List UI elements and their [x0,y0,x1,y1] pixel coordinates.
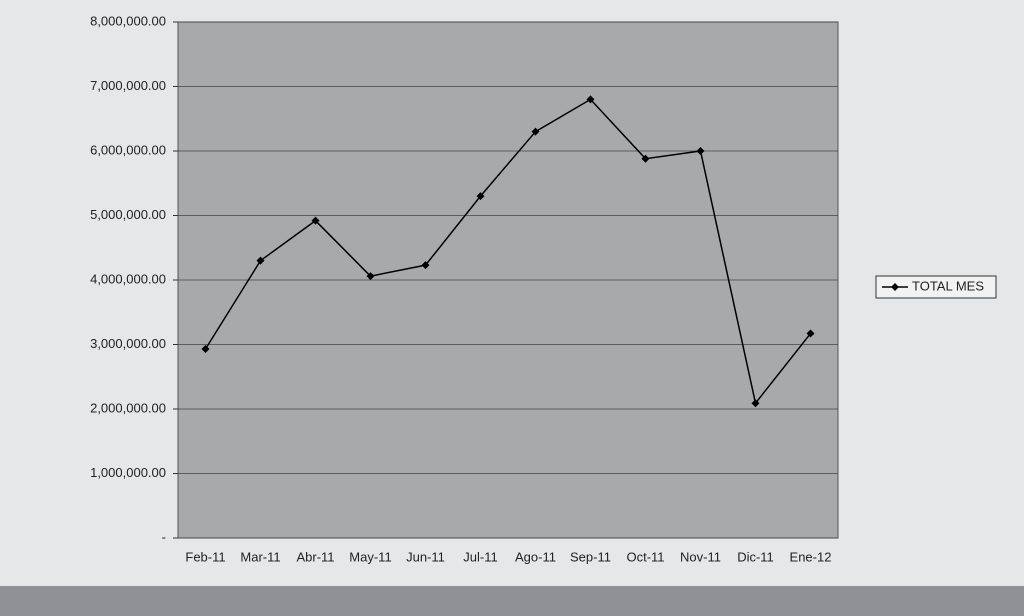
data-line [204,98,812,405]
data-marker [531,127,540,136]
data-marker [476,192,485,201]
data-marker [641,154,650,163]
photo-edge [0,586,1024,616]
x-tick-label: Ago-11 [515,549,556,564]
y-tick-label: 4,000,000.00 [90,271,166,286]
y-tick-label: 1,000,000.00 [90,465,166,480]
data-marker [751,399,760,408]
x-tick-label: Sep-11 [570,549,611,564]
x-tick-label: Jul-11 [463,549,497,564]
y-tick-label: 5,000,000.00 [90,207,166,222]
x-tick-label: Mar-11 [240,549,280,564]
data-marker [421,261,430,270]
legend-marker [891,283,899,291]
y-tick-label: 3,000,000.00 [90,336,166,351]
y-tick-label: 8,000,000.00 [90,13,166,28]
x-tick-label: Dic-11 [737,549,774,564]
data-marker [201,345,210,354]
legend-label: TOTAL MES [912,278,984,293]
y-tick-label: 2,000,000.00 [90,400,166,415]
x-tick-label: Abr-11 [296,549,334,564]
x-tick-label: Ene-12 [790,549,832,564]
y-tick-label: - [162,529,166,544]
data-marker [366,272,375,281]
y-tick-label: 6,000,000.00 [90,142,166,157]
y-tick-label: 7,000,000.00 [90,78,166,93]
x-tick-label: Oct-11 [626,549,664,564]
x-tick-label: Feb-11 [185,549,225,564]
x-tick-label: Nov-11 [680,549,721,564]
data-marker [311,216,320,225]
x-tick-label: Jun-11 [406,549,445,564]
x-tick-label: May-11 [349,549,391,564]
data-marker [696,147,705,155]
legend-box [875,275,997,299]
data-marker [806,329,815,338]
data-marker [256,256,265,265]
data-marker [586,95,595,104]
